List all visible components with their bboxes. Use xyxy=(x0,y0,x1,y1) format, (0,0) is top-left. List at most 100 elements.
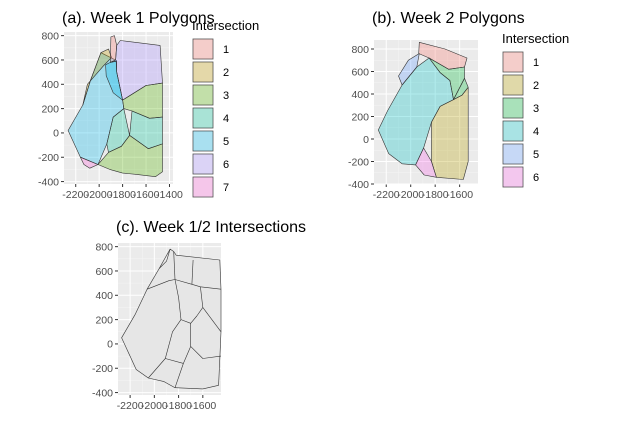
legend-key-background xyxy=(192,84,214,106)
legend-key-background xyxy=(192,153,214,175)
x-tick-label: -1400 xyxy=(156,189,183,201)
intersection-edge xyxy=(202,307,222,332)
legend-entry-label: 5 xyxy=(223,136,229,148)
polygon-intersection-2 xyxy=(82,48,112,106)
legend-entry-label: 2 xyxy=(533,80,539,92)
legend-key-background xyxy=(192,107,214,129)
intersection-edge xyxy=(174,323,191,388)
polygon-intersection-5 xyxy=(105,60,123,101)
y-tick-label: 600 xyxy=(351,66,369,78)
intersection-edge xyxy=(180,286,204,324)
legend-entry-label: 7 xyxy=(223,182,229,194)
x-tick-label: -1800 xyxy=(109,189,136,201)
legend-entry-label: 6 xyxy=(533,172,539,184)
intersection-edge xyxy=(158,248,171,269)
legend-key-swatch xyxy=(502,74,524,96)
y-tick-label: -200 xyxy=(348,156,369,168)
y-tick-label: 600 xyxy=(95,266,113,278)
legend-key-background xyxy=(502,51,524,73)
intersection-edge xyxy=(174,279,222,290)
legend-key-swatch xyxy=(192,61,214,83)
x-tick-label: -2000 xyxy=(86,189,113,201)
y-tick-label: 800 xyxy=(351,44,369,56)
legend-entry-label: 3 xyxy=(223,90,229,102)
y-tick-label: -200 xyxy=(92,363,113,375)
polygon-intersection-5 xyxy=(398,53,420,86)
legend-key-swatch xyxy=(192,176,214,198)
legend-key-swatch xyxy=(502,166,524,188)
legend-entry-label: 4 xyxy=(223,113,229,125)
x-tick-label: -2200 xyxy=(62,189,89,201)
y-tick-label: 0 xyxy=(363,134,369,146)
panel-title-b: (b). Week 2 Polygons xyxy=(372,10,525,27)
x-tick-label: -2000 xyxy=(141,400,168,412)
legend-key-background xyxy=(192,130,214,152)
x-tick-label: -2200 xyxy=(373,189,400,201)
polygon-intersection-6 xyxy=(415,147,437,178)
legend-key-swatch xyxy=(502,143,524,165)
legend-entry-label: 5 xyxy=(533,149,539,161)
intersection-edge xyxy=(190,346,222,359)
x-tick-label: -2200 xyxy=(117,400,144,412)
polygon-intersection-7 xyxy=(80,156,99,169)
y-tick-label: -400 xyxy=(38,176,59,188)
legend-a: Intersection 1 2 3 4 5 6 7 xyxy=(192,18,259,198)
y-tick-label: -200 xyxy=(38,152,59,164)
legend-entry-label: 1 xyxy=(223,44,229,56)
intersection-edge xyxy=(191,259,194,285)
panel-a: -2200-2000-1800-1600-1400-400-2000200400… xyxy=(38,30,183,201)
legend-key-swatch xyxy=(502,120,524,142)
legend-key-background xyxy=(502,166,524,188)
legend-key-swatch xyxy=(192,130,214,152)
legend-key-swatch xyxy=(502,51,524,73)
y-tick-label: 200 xyxy=(351,111,369,123)
y-tick-label: 200 xyxy=(41,103,59,115)
legend-key-background xyxy=(192,61,214,83)
legend-key-background xyxy=(192,176,214,198)
x-tick-label: -1600 xyxy=(133,189,160,201)
legend-key-swatch xyxy=(192,38,214,60)
legend-b: Intersection 1 2 3 4 5 6 xyxy=(502,31,569,188)
y-tick-label: -400 xyxy=(348,179,369,191)
y-tick-label: 800 xyxy=(95,241,113,253)
x-tick-label: -1800 xyxy=(165,400,192,412)
legend-key-swatch xyxy=(192,153,214,175)
y-tick-label: 400 xyxy=(351,89,369,101)
legend-entry-label: 3 xyxy=(533,103,539,115)
panel-title-c: (c). Week 1/2 Intersections xyxy=(116,219,306,236)
legend-key-background xyxy=(502,143,524,165)
intersection-edge xyxy=(146,279,182,379)
y-tick-label: 0 xyxy=(107,339,113,351)
legend-title: Intersection xyxy=(192,18,259,33)
legend-key-background xyxy=(502,120,524,142)
panel-b: -2200-2000-1800-1600-400-200020040060080… xyxy=(348,40,478,201)
legend-entry-label: 1 xyxy=(533,57,539,69)
intersection-edge xyxy=(165,358,184,364)
y-tick-label: 400 xyxy=(41,79,59,91)
legend-key-background xyxy=(502,74,524,96)
legend-key-swatch xyxy=(192,84,214,106)
y-tick-label: -400 xyxy=(92,387,113,399)
legend-key-swatch xyxy=(192,107,214,129)
y-tick-label: 400 xyxy=(95,290,113,302)
legend-key-background xyxy=(502,97,524,119)
legend-title: Intersection xyxy=(502,31,569,46)
x-tick-label: -1600 xyxy=(446,189,473,201)
panel-c: -2200-2000-1800-1600-400-200020040060080… xyxy=(92,241,222,412)
legend-entry-label: 4 xyxy=(533,126,539,138)
y-tick-label: 200 xyxy=(95,314,113,326)
polygon-intersection-3 xyxy=(97,135,163,177)
y-tick-label: 800 xyxy=(41,30,59,42)
intersection-edge xyxy=(173,251,176,280)
panel-background xyxy=(64,32,173,184)
panel-title-a: (a). Week 1 Polygons xyxy=(62,10,215,27)
panel-background xyxy=(374,40,478,184)
y-tick-label: 0 xyxy=(53,128,59,140)
x-tick-label: -1600 xyxy=(189,400,216,412)
legend-entry-label: 6 xyxy=(223,159,229,171)
polygon-intersection-2 xyxy=(431,87,469,180)
legend-key-swatch xyxy=(502,97,524,119)
y-tick-label: 600 xyxy=(41,55,59,67)
legend-entry-label: 2 xyxy=(223,67,229,79)
